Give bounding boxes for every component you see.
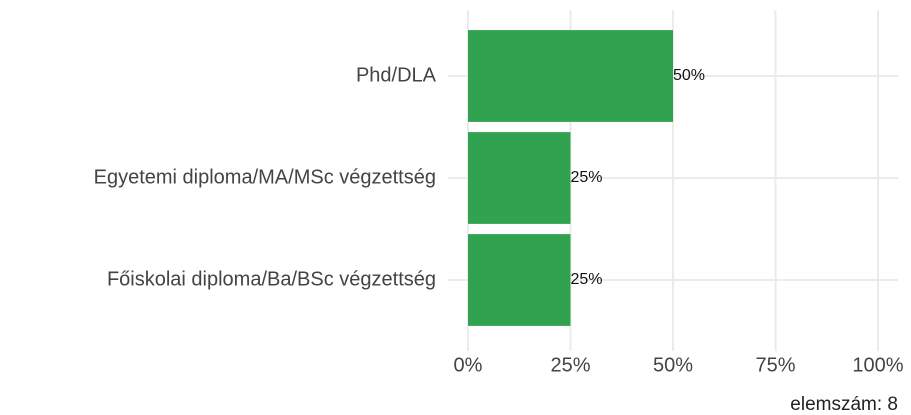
x-tick-label: 25% <box>550 354 590 376</box>
x-tick-label: 100% <box>852 354 903 376</box>
bar <box>468 132 571 224</box>
y-tick-label: Egyetemi diploma/MA/MSc végzettség <box>94 166 436 188</box>
y-tick-label: Főiskolai diploma/Ba/BSc végzettség <box>107 268 436 290</box>
x-tick-label: 50% <box>653 354 693 376</box>
bar <box>468 234 571 326</box>
x-tick-label: 0% <box>454 354 483 376</box>
y-tick-label: Phd/DLA <box>356 64 437 86</box>
footnote: elemszám: 8 <box>790 394 898 415</box>
x-tick-label: 75% <box>755 354 795 376</box>
value-label: 25% <box>571 271 603 288</box>
bar <box>468 30 673 122</box>
value-label: 50% <box>673 67 705 84</box>
value-label: 25% <box>571 169 603 186</box>
